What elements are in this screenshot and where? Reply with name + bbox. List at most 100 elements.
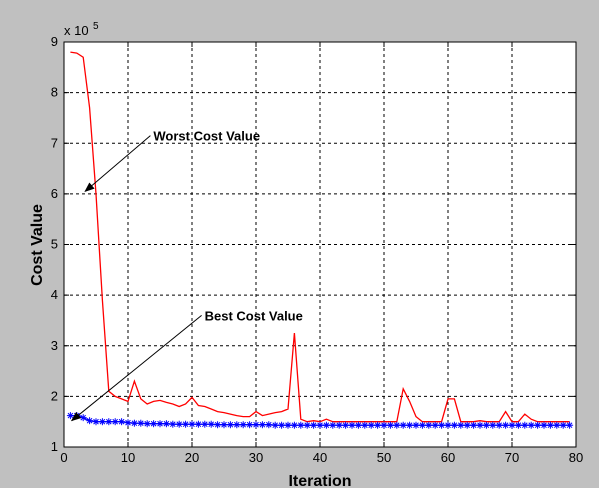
series-2-point — [194, 420, 202, 428]
series-2-point — [258, 421, 266, 429]
series-2-point — [380, 421, 388, 429]
x-tick-label: 10 — [121, 450, 135, 465]
y-tick-label: 3 — [51, 338, 58, 353]
series-2-point — [418, 421, 426, 429]
x-tick-label: 20 — [185, 450, 199, 465]
series-2-point — [201, 420, 209, 428]
series-2-point — [297, 421, 305, 429]
series-2-point — [527, 421, 535, 429]
series-2-point — [278, 421, 286, 429]
series-2-point — [393, 421, 401, 429]
series-2-point — [399, 421, 407, 429]
series-2-point — [534, 421, 542, 429]
y-tick-label: 6 — [51, 186, 58, 201]
series-2-point — [98, 418, 106, 426]
series-2-point — [425, 421, 433, 429]
series-2-point — [169, 420, 177, 428]
series-2-point — [310, 421, 318, 429]
series-2-point — [406, 421, 414, 429]
series-2-point — [444, 421, 452, 429]
series-2-point — [162, 420, 170, 428]
series-2-point — [150, 420, 158, 428]
series-2-point — [476, 421, 484, 429]
series-2-point — [374, 421, 382, 429]
x-tick-label: 50 — [377, 450, 391, 465]
series-2-point — [175, 420, 183, 428]
series-2-point — [86, 417, 94, 425]
x-tick-label: 40 — [313, 450, 327, 465]
series-2-point — [540, 421, 548, 429]
series-2-point — [207, 420, 215, 428]
series-2-point — [457, 421, 465, 429]
y-tick-label: 4 — [51, 287, 58, 302]
series-2-point — [271, 421, 279, 429]
series-2-point — [514, 421, 522, 429]
series-2-point — [354, 421, 362, 429]
series-2-point — [450, 421, 458, 429]
series-2-point — [489, 421, 497, 429]
series-2-point — [130, 419, 138, 427]
series-2-point — [559, 421, 567, 429]
x-tick-label: 70 — [505, 450, 519, 465]
x-tick-label: 30 — [249, 450, 263, 465]
series-2-point — [137, 419, 145, 427]
series-2-point — [265, 421, 273, 429]
x-tick-label: 60 — [441, 450, 455, 465]
annotations: Worst Cost Value Best Cost Value — [70, 129, 303, 422]
y-axis-label: Cost Value — [29, 204, 46, 286]
y-tick-label: 8 — [51, 85, 58, 100]
series-2-point — [470, 421, 478, 429]
y-tick-label: 5 — [51, 237, 58, 252]
series-2-point — [303, 421, 311, 429]
series-2-point — [220, 421, 228, 429]
series-2-point — [111, 418, 119, 426]
series-2-point — [412, 421, 420, 429]
y-multiplier-exponent: 5 — [93, 21, 99, 32]
series-2-point — [361, 421, 369, 429]
series-2-point — [290, 421, 298, 429]
y-tick-label: 2 — [51, 388, 58, 403]
series-2-point — [322, 421, 330, 429]
y-tick-label: 9 — [51, 34, 58, 49]
series-2-point — [342, 421, 350, 429]
x-axis-label: Iteration — [288, 473, 351, 488]
ticks: 0 10 20 30 40 50 60 70 80 1 2 3 4 5 6 7 8 9 — [51, 34, 583, 465]
series-2-point — [348, 421, 356, 429]
series-2-point — [502, 421, 510, 429]
series-2-point — [214, 421, 222, 429]
annotation-label: Worst Cost Value — [153, 129, 260, 144]
series-2-point — [124, 419, 132, 427]
series-2-point — [79, 414, 87, 422]
series-2-point — [105, 418, 113, 426]
series-2-point — [566, 421, 574, 429]
series-2-point — [188, 420, 196, 428]
series-2-point — [335, 421, 343, 429]
series-layer — [66, 51, 574, 429]
series-2-point — [438, 421, 446, 429]
x-tick-label: 0 — [60, 450, 67, 465]
series-2-point — [546, 421, 554, 429]
grid — [64, 42, 576, 447]
annotation-arrow — [84, 135, 151, 192]
series-2-point — [233, 421, 241, 429]
series-2-point — [226, 421, 234, 429]
series-2-point — [463, 421, 471, 429]
series-2-point — [329, 421, 337, 429]
series-2-point — [386, 421, 394, 429]
annotation-label: Best Cost Value — [205, 308, 303, 323]
series-2-point — [118, 418, 126, 426]
x-tick-label: 80 — [569, 450, 583, 465]
series-2-point — [495, 421, 503, 429]
series-2-point — [284, 421, 292, 429]
y-multiplier-label: x 10 — [64, 23, 89, 38]
series-2-point — [143, 420, 151, 428]
y-tick-label: 7 — [51, 135, 58, 150]
series-2-point — [367, 421, 375, 429]
series-2-point — [239, 421, 247, 429]
series-2-point — [252, 421, 260, 429]
series-2-point — [156, 420, 164, 428]
series-2-point — [521, 421, 529, 429]
series-2-point — [182, 420, 190, 428]
